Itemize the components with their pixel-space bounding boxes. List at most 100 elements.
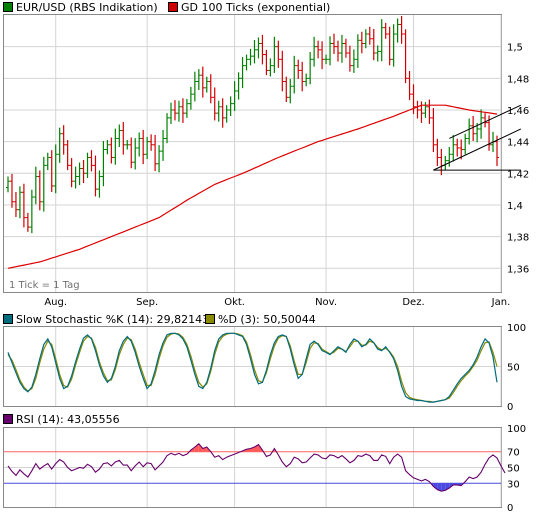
ohlc-bar	[339, 34, 344, 63]
ohlc-bar	[33, 166, 38, 205]
ohlc-bar	[367, 26, 372, 45]
x-axis-months: Aug. Sep. Okt. Nov. Dez. Jan.	[44, 297, 510, 308]
legend-ma: GD 100 Ticks (exponential)	[181, 1, 330, 14]
ohlc-bar	[77, 162, 82, 185]
ohlc-bar	[304, 73, 309, 87]
ohlc-bar	[347, 45, 352, 72]
ohlc-bar	[224, 105, 229, 123]
ohlc-bar	[85, 152, 90, 179]
rsi-fill	[250, 446, 255, 452]
ohlc-bar	[9, 173, 14, 208]
price-tick-label: 1,46	[507, 106, 529, 117]
rsi-y-axis: 0 30 50 70 100	[507, 424, 526, 514]
ohlc-bar	[351, 49, 356, 73]
ohlc-bar	[431, 108, 436, 153]
price-legend: EUR/USD (RBS Indikation) GD 100 Ticks (e…	[3, 1, 330, 14]
rsi-legend: RSI (14): 43,05556	[3, 413, 120, 426]
ohlc-bar	[180, 98, 185, 123]
ohlc-bar	[228, 96, 233, 116]
price-tick-label: 1,44	[507, 138, 529, 149]
ohlc-bar	[81, 159, 86, 184]
ohlc-bar	[375, 45, 380, 62]
month-label: Dez.	[402, 297, 424, 308]
ohlc-bar	[105, 140, 110, 155]
month-label: Sep.	[136, 297, 158, 308]
ohlc-bar	[264, 49, 269, 76]
ohlc-bar	[332, 33, 336, 54]
ohlc-bar	[471, 115, 476, 141]
trend-line	[433, 128, 522, 171]
ohlc-bar	[407, 71, 412, 101]
rsi-fill	[445, 483, 450, 491]
ohlc-bar	[121, 122, 126, 155]
ohlc-bar	[272, 36, 277, 73]
ohlc-bar	[451, 134, 456, 162]
ohlc-bar	[363, 29, 368, 49]
tick-note: 1 Tick = 1 Tag	[9, 280, 80, 291]
ohlc-bar	[184, 98, 189, 118]
ohlc-bar	[113, 128, 118, 165]
trend-channel	[433, 104, 522, 171]
ohlc-bar	[192, 71, 197, 102]
ohlc-bar	[69, 158, 74, 188]
rsi-threshold-lines	[4, 451, 501, 484]
rsi-tick-label: 70	[507, 448, 520, 459]
legend-swatch-stoch-k	[3, 314, 13, 324]
ohlc-bar	[220, 98, 225, 128]
rsi-fill	[194, 443, 199, 452]
rsi-fill	[441, 483, 446, 492]
rsi-grid	[4, 428, 502, 507]
ohlc-bar	[308, 52, 313, 85]
ohlc-bar	[25, 212, 30, 232]
ohlc-bar	[149, 134, 154, 151]
ohlc-bar	[427, 99, 432, 124]
legend-swatch-ma	[168, 2, 178, 12]
price-tick-label: 1,5	[507, 43, 523, 54]
ohlc-bar	[157, 145, 162, 173]
ohlc-bar	[463, 133, 468, 155]
ohlc-bar	[65, 140, 70, 171]
price-tick-label: 1,42	[507, 169, 529, 180]
stoch-tick-label: 100	[507, 323, 526, 334]
rsi-fill	[254, 444, 259, 452]
ohlc-bar	[260, 34, 265, 65]
ohlc-bar	[141, 129, 146, 165]
ohlc-bar	[129, 137, 134, 169]
ohlc-bar	[165, 113, 170, 144]
ohlc-bar	[395, 18, 400, 43]
ohlc-bar	[240, 57, 245, 89]
ohlc-bar	[435, 138, 440, 167]
ohlc-bar	[447, 147, 452, 167]
rsi-fill	[202, 446, 207, 452]
ohlc-bar	[387, 26, 392, 66]
ohlc-bar	[21, 183, 26, 228]
ohlc-bar	[216, 100, 221, 122]
stoch-tick-label: 0	[507, 402, 513, 413]
ohlc-bar	[57, 127, 62, 163]
stochastic-k-line	[7, 332, 498, 403]
ohlc-bar	[212, 87, 217, 121]
ohlc-bar	[399, 15, 404, 44]
price-tick-label: 1,38	[507, 233, 529, 244]
ohlc-bar	[133, 138, 138, 170]
ohlc-bar	[176, 100, 181, 122]
legend-stoch-k: Slow Stochastic %K (14): 29,82143	[16, 313, 209, 326]
ohlc-bar	[371, 28, 376, 61]
ohlc-bar	[483, 113, 488, 128]
ohlc-bar	[324, 54, 329, 65]
ohlc-bar	[256, 37, 261, 59]
stoch-tick-label: 50	[507, 363, 520, 374]
ohlc-bar	[49, 150, 54, 192]
legend-swatch-rsi	[3, 414, 13, 424]
ohlc-bar	[284, 76, 289, 103]
legend-swatch-eurusd	[3, 2, 13, 12]
price-tick-label: 1,4	[507, 201, 523, 212]
legend-swatch-stoch-d	[205, 314, 215, 324]
ohlc-bar	[172, 100, 177, 121]
ohlc-bar	[109, 137, 114, 164]
ohlc-bar	[248, 48, 253, 66]
rsi-fill	[433, 483, 438, 490]
ohlc-bar	[296, 59, 301, 79]
ohlc-bar	[475, 122, 480, 143]
